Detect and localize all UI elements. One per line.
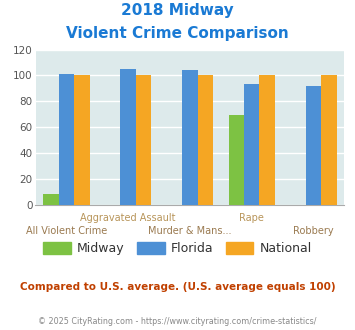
- Text: Murder & Mans...: Murder & Mans...: [148, 226, 232, 236]
- Text: Compared to U.S. average. (U.S. average equals 100): Compared to U.S. average. (U.S. average …: [20, 282, 335, 292]
- Bar: [74, 75, 89, 205]
- Bar: [244, 84, 260, 205]
- Legend: Midway, Florida, National: Midway, Florida, National: [38, 237, 317, 260]
- Bar: [229, 115, 244, 205]
- Bar: [182, 70, 198, 205]
- Bar: [260, 75, 275, 205]
- Text: Robbery: Robbery: [293, 226, 334, 236]
- Text: Violent Crime Comparison: Violent Crime Comparison: [66, 26, 289, 41]
- Bar: [198, 75, 213, 205]
- Text: All Violent Crime: All Violent Crime: [26, 226, 107, 236]
- Bar: [136, 75, 151, 205]
- Bar: [59, 74, 74, 205]
- Bar: [120, 69, 136, 205]
- Bar: [306, 86, 321, 205]
- Text: © 2025 CityRating.com - https://www.cityrating.com/crime-statistics/: © 2025 CityRating.com - https://www.city…: [38, 317, 317, 326]
- Text: 2018 Midway: 2018 Midway: [121, 3, 234, 18]
- Bar: [321, 75, 337, 205]
- Text: Rape: Rape: [239, 213, 264, 223]
- Bar: [43, 194, 59, 205]
- Text: Aggravated Assault: Aggravated Assault: [80, 213, 176, 223]
